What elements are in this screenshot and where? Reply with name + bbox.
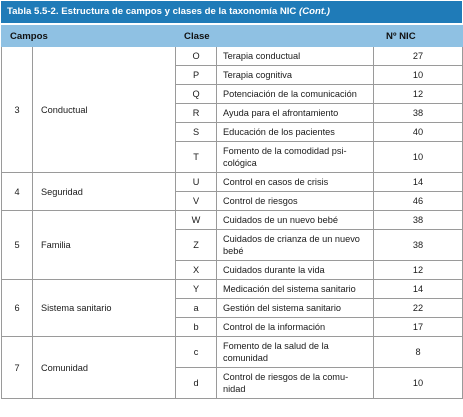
nic-count: 12 bbox=[373, 260, 463, 280]
table-row: 6 Sistema sanitario Y Medicación del sis… bbox=[1, 279, 463, 337]
nic-count: 10 bbox=[373, 65, 463, 85]
table-row: d Control de riesgos de la comu-nidad 10 bbox=[2, 367, 463, 399]
clase-label: Fomento de la salud de la comunidad bbox=[216, 336, 375, 368]
campo-name: Conductual bbox=[31, 46, 177, 173]
nic-count: 14 bbox=[373, 279, 463, 299]
table-caption: Tabla 5.5-2. Estructura de campos y clas… bbox=[1, 1, 462, 23]
campo-number: 7 bbox=[1, 336, 33, 399]
campo-name: Comunidad bbox=[31, 336, 177, 399]
nic-count: 27 bbox=[373, 46, 463, 66]
clase-label: Control de riesgos de la comu-nidad bbox=[216, 367, 375, 399]
table-row: S Educación de los pacientes 40 bbox=[2, 122, 463, 142]
nic-count: 38 bbox=[373, 103, 463, 123]
table-row: 7 Comunidad c Fomento de la salud de la … bbox=[1, 336, 463, 399]
clase-code: d bbox=[175, 367, 218, 399]
header-clase: Clase bbox=[175, 25, 375, 47]
campo-number: 3 bbox=[1, 46, 33, 173]
caption-cont: (Cont.) bbox=[299, 6, 330, 17]
clase-code: V bbox=[175, 191, 218, 211]
nic-count: 17 bbox=[373, 317, 463, 337]
clase-label: Fomento de la comodidad psi-cológica bbox=[216, 141, 375, 173]
header-nic: Nº NIC bbox=[373, 25, 463, 47]
campo-name: Sistema sanitario bbox=[31, 279, 177, 337]
campo-number: 6 bbox=[1, 279, 33, 337]
nic-count: 14 bbox=[373, 172, 463, 192]
nic-count: 38 bbox=[373, 210, 463, 230]
nic-count: 10 bbox=[373, 367, 463, 399]
table-row: a Gestión del sistema sanitario 22 bbox=[2, 298, 463, 318]
nic-count: 40 bbox=[373, 122, 463, 142]
table-row: P Terapia cognitiva 10 bbox=[2, 65, 463, 85]
clase-label: Educación de los pacientes bbox=[216, 122, 375, 142]
caption-title: Tabla 5.5-2. Estructura de campos y clas… bbox=[7, 6, 297, 17]
clase-label: Medicación del sistema sanitario bbox=[216, 279, 375, 299]
clase-label: Cuidados durante la vida bbox=[216, 260, 375, 280]
clase-code: Y bbox=[175, 279, 218, 299]
nic-count: 10 bbox=[373, 141, 463, 173]
clase-code: a bbox=[175, 298, 218, 318]
clase-label: Control de riesgos bbox=[216, 191, 375, 211]
campo-name: Seguridad bbox=[31, 172, 177, 211]
clase-label: Control en casos de crisis bbox=[216, 172, 375, 192]
clase-code: T bbox=[175, 141, 218, 173]
clase-code: Z bbox=[175, 229, 218, 261]
clase-label: Cuidados de un nuevo bebé bbox=[216, 210, 375, 230]
table-row: Z Cuidados de crianza de un nuevo bebé 3… bbox=[2, 229, 463, 261]
nic-count: 22 bbox=[373, 298, 463, 318]
clase-label: Terapia conductual bbox=[216, 46, 375, 66]
nic-count: 46 bbox=[373, 191, 463, 211]
clase-code: U bbox=[175, 172, 218, 192]
clase-code: O bbox=[175, 46, 218, 66]
nic-count: 8 bbox=[373, 336, 463, 368]
campo-number: 4 bbox=[1, 172, 33, 211]
clase-code: P bbox=[175, 65, 218, 85]
nic-count: 38 bbox=[373, 229, 463, 261]
clase-label: Ayuda para el afrontamiento bbox=[216, 103, 375, 123]
campo-name: Familia bbox=[31, 210, 177, 280]
campo-number: 5 bbox=[1, 210, 33, 280]
clase-code: S bbox=[175, 122, 218, 142]
clase-code: X bbox=[175, 260, 218, 280]
table-row: 3 Conductual O Terapia conductual 27 bbox=[1, 46, 463, 173]
clase-label: Cuidados de crianza de un nuevo bebé bbox=[216, 229, 375, 261]
clase-code: R bbox=[175, 103, 218, 123]
clase-code: W bbox=[175, 210, 218, 230]
table-row: 4 Seguridad U Control en casos de crisis… bbox=[1, 172, 463, 211]
nic-table: Campos Clase Nº NIC 3 Conductual O Terap… bbox=[0, 25, 463, 399]
clase-label: Gestión del sistema sanitario bbox=[216, 298, 375, 318]
table-row: 5 Familia W Cuidados de un nuevo bebé 38 bbox=[1, 210, 463, 280]
nic-count: 12 bbox=[373, 84, 463, 104]
table-row: R Ayuda para el afrontamiento 38 bbox=[2, 103, 463, 123]
clase-label: Potenciación de la comunicación bbox=[216, 84, 375, 104]
header-row: Campos Clase Nº NIC bbox=[0, 25, 463, 47]
table-row: V Control de riesgos 46 bbox=[2, 191, 463, 211]
clase-code: b bbox=[175, 317, 218, 337]
header-campos: Campos bbox=[0, 25, 177, 47]
clase-code: c bbox=[175, 336, 218, 368]
clase-label: Terapia cognitiva bbox=[216, 65, 375, 85]
clase-label: Control de la información bbox=[216, 317, 375, 337]
clase-code: Q bbox=[175, 84, 218, 104]
